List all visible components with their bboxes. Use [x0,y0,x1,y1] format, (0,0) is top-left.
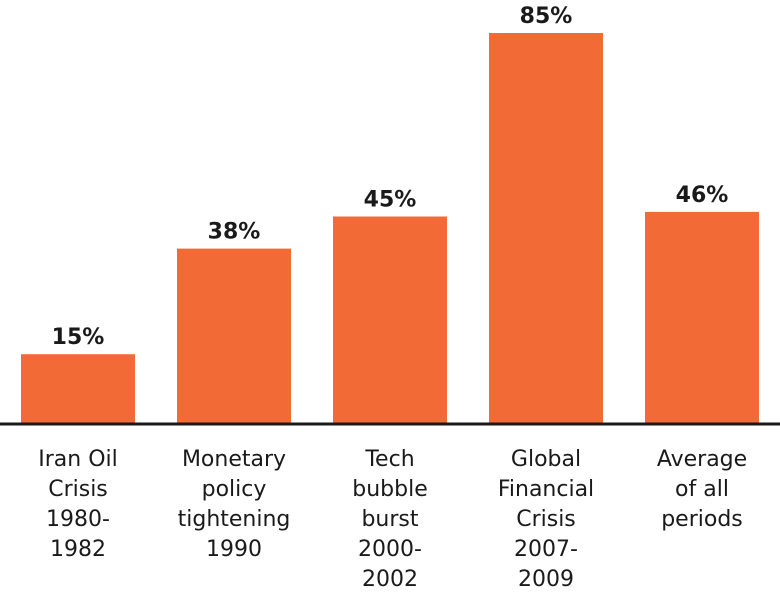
category-label-line: Monetary [182,447,286,472]
category-label-line: tightening [178,507,291,532]
category-label-line: 1982 [50,537,106,562]
category-label-line: of all [675,477,729,502]
category-label-line: Crisis [516,507,576,532]
category-label-1: Monetary policy tightening 1990 [178,447,291,562]
data-label-0: 15% [52,325,105,350]
category-label-line: Crisis [48,477,108,502]
bar-3 [489,33,603,423]
data-label-2: 45% [364,188,417,213]
bar-2 [333,216,447,423]
category-label-3: Global Financial Crisis 2007- 2009 [498,447,594,592]
category-label-line: Financial [498,477,594,502]
category-label-line: 2007- [514,537,578,562]
category-label-line: Average [657,447,747,472]
category-label-0: Iran Oil Crisis 1980- 1982 [38,447,118,562]
bar-1 [177,248,291,423]
category-label-line: Global [511,447,581,472]
category-label-line: 2002 [362,567,418,592]
category-label-line: bubble [352,477,428,502]
value-labels-group: 15% 38% 45% 85% 46% [52,4,729,350]
data-label-4: 46% [676,183,729,208]
bars-group [21,33,759,423]
category-label-line: Tech [364,447,414,472]
category-label-line: Iran Oil [38,447,118,472]
data-label-1: 38% [208,220,261,245]
data-label-3: 85% [520,4,573,29]
bar-4 [645,211,759,423]
category-label-line: 1980- [46,507,110,532]
bar-0 [21,354,135,423]
category-labels-group: Iran Oil Crisis 1980- 1982 Monetary policy tig… [38,447,747,592]
category-label-line: 1990 [206,537,262,562]
category-label-2: Tech bubble burst 2000- 2002 [352,447,428,592]
category-label-line: burst [361,507,418,532]
category-label-line: 2000- [358,537,422,562]
category-label-line: 2009 [518,567,574,592]
category-label-4: Average of all periods [657,447,747,532]
category-label-line: periods [661,507,743,532]
category-label-line: policy [202,477,267,502]
